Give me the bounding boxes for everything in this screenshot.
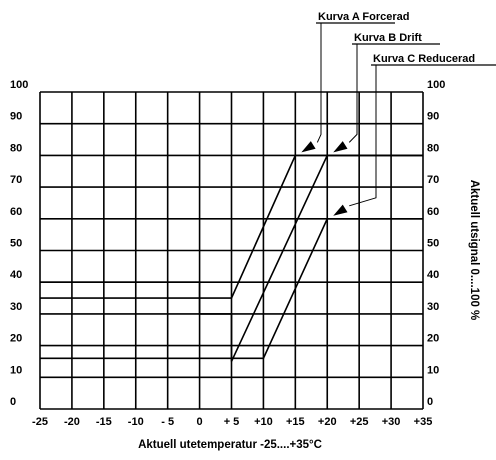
legend-leader [316,23,322,143]
y-tick-label-right: 20 [427,333,439,345]
x-tick-label: -10 [128,416,144,428]
legend-leader [349,65,377,207]
y-tick-label-left: 80 [10,142,22,154]
y-tick-label-left: 0 [10,396,16,408]
y-tick-label-right: 30 [427,301,439,313]
y-tick-label-right: 80 [427,142,439,154]
y-tick-label-right: 90 [427,111,439,123]
tick-labels: -25 -20 -15 -10 - 5 0 + 5 +10 +15 +20 +25 +30 +35 0 0 1… [10,79,445,428]
x-tick-label: + 5 [224,416,240,428]
legend-entry-b: Kurva B Drift [333,32,440,153]
x-tick-label: - 5 [161,416,174,428]
y-tick-label-right: 50 [427,238,439,250]
y-tick-label-right: 40 [427,269,439,281]
x-axis-label: Aktuell utetemperatur -25....+35°C [138,439,322,451]
x-tick-label: -15 [96,416,112,428]
y-tick-label-left: 90 [10,111,22,123]
x-tick-label: +10 [254,416,273,428]
legend-entry-c: Kurva C Reducerad [333,53,496,216]
x-tick-label: +35 [414,416,433,428]
x-tick-label: -20 [64,416,80,428]
series-lines [40,154,423,362]
arrow-head-icon [333,204,348,216]
arrow-head-icon [333,141,348,153]
legend-label: Kurva C Reducerad [373,53,475,65]
legend-entry-a: Kurva A Forcerad [301,11,410,153]
legend-label: Kurva A Forcerad [318,11,410,23]
y-tick-label-left: 40 [10,269,22,281]
x-tick-label: 0 [197,416,203,428]
y-tick-label-left: 10 [10,364,22,376]
legend-callouts: Kurva A Forcerad Kurva B Drift Kurva C Red… [301,11,496,216]
legend-label: Kurva B Drift [354,32,422,44]
y-tick-label-left: 30 [10,301,22,313]
series-line-c [40,218,423,360]
y-tick-label-right: 100 [427,79,445,91]
y-tick-label-left: 70 [10,174,22,186]
y-tick-label-left: 100 [10,79,28,91]
legend-leader [348,44,358,143]
x-tick-label: +25 [350,416,369,428]
series-line-b [40,154,423,362]
x-tick-label: +15 [286,416,305,428]
x-tick-label: +30 [382,416,401,428]
arrow-head-icon [301,141,316,153]
x-tick-label: -25 [32,416,48,428]
y-tick-label-right: 60 [427,206,439,218]
y-tick-label-left: 60 [10,206,22,218]
y-tick-label-right: 70 [427,174,439,186]
y-tick-label-left: 20 [10,333,22,345]
x-tick-label: +20 [318,416,337,428]
y-axis-label: Aktuell utsignal 0....100 % [468,180,480,321]
y-tick-label-left: 50 [10,238,22,250]
y-tick-label-right: 0 [427,396,433,408]
y-tick-label-right: 10 [427,364,439,376]
